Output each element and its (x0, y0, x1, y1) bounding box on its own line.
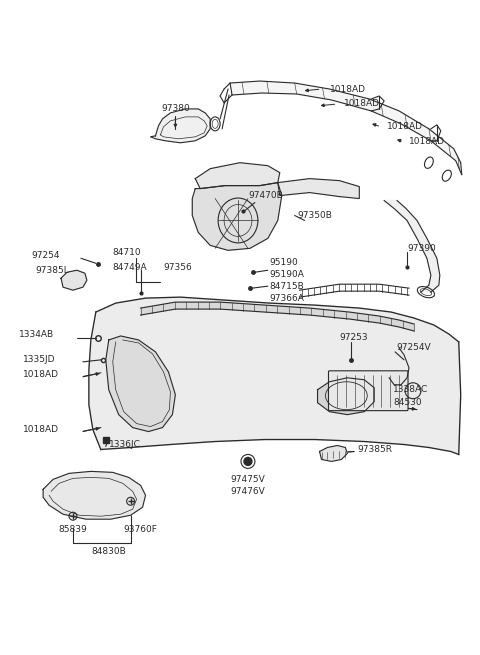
Polygon shape (43, 472, 145, 519)
Text: 1336JC: 1336JC (109, 440, 141, 449)
Polygon shape (151, 109, 210, 143)
Polygon shape (89, 297, 461, 455)
Text: 97385R: 97385R (357, 445, 392, 454)
Text: 1018AD: 1018AD (23, 370, 59, 379)
Polygon shape (384, 200, 440, 292)
Text: 97390: 97390 (407, 244, 436, 253)
Text: 95190A: 95190A (270, 270, 305, 279)
Polygon shape (320, 445, 348, 461)
FancyBboxPatch shape (328, 371, 408, 411)
Text: 97470B: 97470B (248, 191, 283, 200)
Text: 97350B: 97350B (298, 211, 333, 220)
Text: 1018AD: 1018AD (409, 138, 445, 146)
Polygon shape (318, 378, 374, 415)
Polygon shape (141, 302, 414, 331)
Text: 84749A: 84749A (113, 263, 147, 272)
Text: 1018AD: 1018AD (387, 122, 423, 132)
Text: 95190: 95190 (270, 258, 299, 267)
Text: 1334AB: 1334AB (19, 331, 54, 339)
Polygon shape (278, 179, 360, 198)
Polygon shape (230, 81, 462, 175)
Text: 85839: 85839 (59, 525, 87, 534)
Text: 84710: 84710 (113, 248, 142, 257)
Text: 97366A: 97366A (270, 293, 305, 303)
Polygon shape (61, 271, 87, 290)
Text: 97385L: 97385L (35, 266, 69, 274)
Text: 97476V: 97476V (230, 487, 265, 496)
Text: 93760F: 93760F (124, 525, 157, 534)
Text: 84830B: 84830B (91, 546, 126, 555)
Text: 1018AD: 1018AD (23, 425, 59, 434)
Text: 97475V: 97475V (230, 475, 265, 484)
Text: 97254: 97254 (31, 251, 60, 260)
Text: 97356: 97356 (164, 263, 192, 272)
Text: 1018AD: 1018AD (344, 100, 380, 109)
Text: 97254V: 97254V (396, 343, 431, 352)
Polygon shape (106, 336, 175, 432)
Text: 1338AC: 1338AC (393, 385, 428, 394)
Polygon shape (195, 162, 280, 189)
Text: 1018AD: 1018AD (329, 84, 365, 94)
Circle shape (244, 457, 252, 466)
Polygon shape (192, 183, 282, 250)
Text: 97253: 97253 (339, 333, 368, 343)
Text: 97380: 97380 (161, 104, 190, 113)
Text: 1335JD: 1335JD (23, 356, 56, 364)
Text: 84530: 84530 (393, 398, 422, 407)
Text: 84715B: 84715B (270, 282, 305, 291)
